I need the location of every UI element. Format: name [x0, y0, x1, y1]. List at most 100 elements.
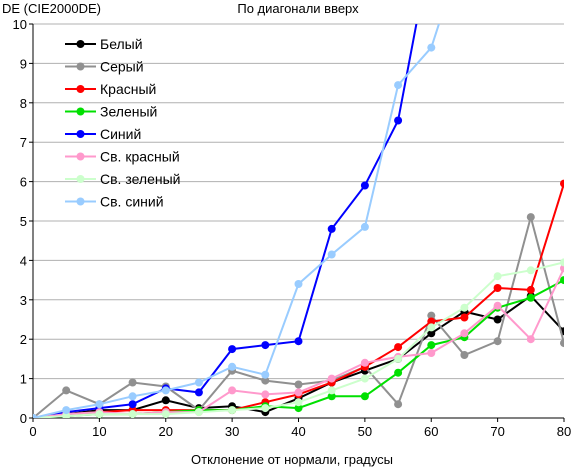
data-point — [294, 337, 303, 346]
data-point — [394, 354, 403, 363]
data-point — [493, 272, 502, 281]
data-point — [95, 400, 104, 409]
series-7 — [33, 258, 564, 418]
data-point — [228, 406, 237, 415]
x-tick-label: 0 — [29, 424, 36, 439]
legend-swatch-marker — [76, 40, 85, 48]
y-tick-label: 10 — [13, 17, 27, 32]
y-tick-label: 2 — [20, 332, 27, 347]
x-axis-label: Отклонение от нормали, градусы — [191, 452, 393, 467]
x-tick-label: 70 — [490, 424, 504, 439]
y-tick-label: 5 — [20, 214, 27, 229]
x-tick-label: 20 — [159, 424, 173, 439]
data-point — [194, 408, 203, 417]
x-tick-label: 50 — [358, 424, 372, 439]
legend-swatch-marker — [76, 175, 85, 183]
data-point — [194, 388, 203, 397]
legend-item: Св. красный — [65, 149, 180, 165]
legend-label: Серый — [100, 59, 144, 75]
y-tick-label: 0 — [20, 411, 27, 426]
legend-item: Серый — [65, 59, 144, 75]
data-point — [394, 343, 403, 352]
data-point — [62, 406, 71, 415]
x-ticks: 0 10 20 30 40 50 60 70 80 — [29, 418, 571, 439]
y-tick-label: 9 — [20, 56, 27, 71]
data-point — [493, 301, 502, 310]
data-point — [460, 351, 469, 359]
data-point — [394, 368, 403, 377]
legend-label: Синий — [100, 126, 141, 142]
x-tick-label: 10 — [92, 424, 106, 439]
data-point — [526, 293, 535, 302]
data-point — [261, 376, 270, 385]
y-tick-label: 3 — [20, 293, 27, 308]
legend-item: Синий — [65, 126, 141, 142]
legend-swatch-marker — [76, 107, 85, 116]
data-point — [360, 392, 369, 401]
data-point — [128, 392, 137, 401]
data-point — [360, 374, 369, 383]
y-axis-label: DE (CIE2000DE) — [2, 1, 101, 16]
data-point — [394, 81, 403, 90]
data-point — [62, 386, 71, 395]
data-point — [161, 396, 170, 405]
data-point — [560, 179, 564, 188]
data-point — [560, 276, 564, 285]
x-tick-label: 30 — [225, 424, 239, 439]
data-point — [327, 250, 336, 259]
series-group — [33, 24, 564, 418]
grid — [33, 23, 564, 380]
legend-swatch-marker — [76, 130, 85, 138]
data-point — [294, 398, 303, 407]
data-point — [128, 400, 137, 409]
data-point — [427, 317, 436, 326]
data-point — [526, 335, 535, 344]
data-point — [493, 315, 502, 324]
data-point — [526, 213, 535, 222]
y-tick-label: 4 — [20, 253, 27, 268]
legend-label: Св. синий — [100, 194, 164, 210]
data-point — [360, 222, 369, 231]
data-point — [294, 404, 303, 413]
data-point — [327, 392, 336, 401]
legend-item: Зеленый — [65, 104, 157, 120]
chart-title: По диагонали вверх — [237, 1, 359, 16]
data-point — [493, 284, 502, 292]
data-point — [427, 349, 436, 357]
data-point — [493, 337, 502, 346]
legend-swatch-marker — [76, 197, 85, 206]
legend-item: Св. синий — [65, 194, 164, 210]
data-point — [261, 404, 270, 413]
data-point — [526, 285, 535, 294]
data-point — [460, 313, 469, 322]
y-tick-label: 7 — [20, 135, 27, 150]
data-point — [394, 400, 403, 409]
data-point — [261, 341, 270, 350]
legend-label: Зеленый — [100, 104, 157, 120]
data-point — [427, 43, 436, 52]
data-point — [294, 380, 303, 389]
data-point — [261, 370, 270, 379]
data-point — [194, 378, 203, 387]
data-point — [294, 280, 303, 288]
y-ticks: 0 1 2 3 4 5 6 7 8 9 10 — [13, 17, 33, 426]
data-point — [427, 311, 436, 320]
data-point — [294, 388, 303, 397]
data-point — [560, 264, 564, 273]
legend-swatch-marker — [76, 62, 85, 71]
series-line — [33, 24, 418, 418]
data-point — [427, 341, 436, 350]
x-tick-label: 40 — [291, 424, 305, 439]
data-point — [161, 386, 170, 395]
data-point — [128, 378, 137, 387]
legend-label: Св. красный — [100, 149, 180, 165]
legend-label: Св. зеленый — [100, 171, 180, 187]
x-tick-label: 80 — [557, 424, 571, 439]
data-point — [327, 386, 336, 395]
legend-label: Красный — [100, 81, 156, 97]
data-point — [228, 362, 237, 371]
legend-swatch-marker — [76, 152, 85, 161]
series-line — [33, 24, 440, 418]
data-point — [526, 266, 535, 275]
